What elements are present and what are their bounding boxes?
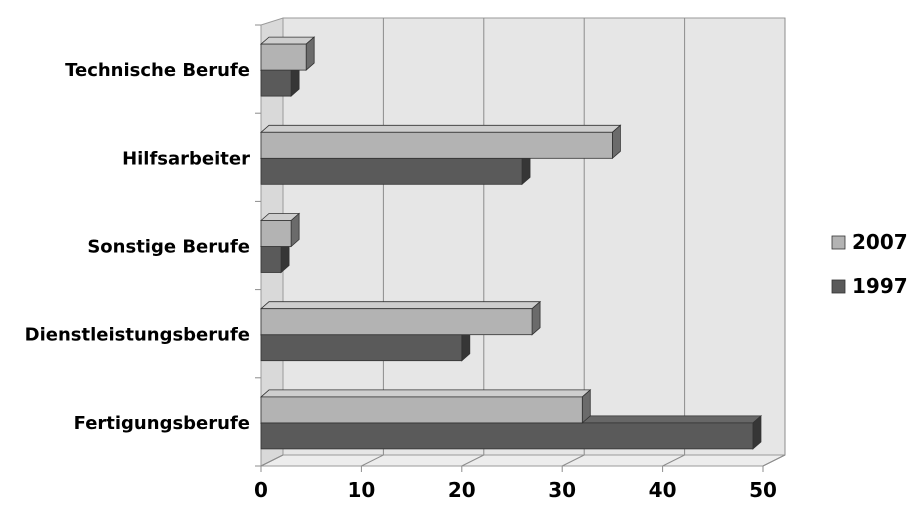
bar-front-face	[260, 308, 533, 336]
x-tick-label: 20	[448, 478, 476, 502]
category-label: Dienstleistungsberufe	[25, 325, 250, 346]
bar-2007	[259, 36, 316, 71]
legend-swatch	[831, 235, 846, 250]
floor-gridline	[762, 454, 786, 467]
bar-front-face	[260, 131, 613, 159]
legend-label: 2007	[852, 230, 908, 254]
bar-top-face	[259, 389, 592, 398]
bar-front-face	[260, 43, 307, 71]
category-label: Fertigungsberufe	[74, 413, 250, 434]
floor-gridline	[662, 454, 685, 467]
bar-top-face	[259, 124, 622, 133]
back-wall	[282, 17, 786, 456]
x-tick-label: 30	[548, 478, 576, 502]
legend-label: 1997	[852, 274, 908, 298]
x-tick-label: 10	[347, 478, 375, 502]
bar-front-face	[260, 334, 463, 362]
x-tick-label: 50	[749, 478, 777, 502]
bar-2007	[259, 389, 592, 424]
floor-gridline	[561, 454, 585, 467]
bar-front-face	[260, 396, 583, 424]
legend-swatch	[831, 279, 846, 294]
floor-gridline	[260, 454, 284, 467]
category-label: Sonstige Berufe	[87, 237, 250, 258]
bar-front-face	[260, 157, 523, 185]
bar-2007	[259, 124, 622, 160]
x-tick-labels: 0 10 20 30 40 50	[254, 478, 777, 502]
gridlines	[255, 18, 786, 472]
bar-top-face	[259, 36, 316, 45]
bar-front-face	[260, 220, 292, 247]
category-label: Hilfsarbeiter	[122, 148, 250, 169]
floor-gridline	[361, 454, 384, 467]
bar-1997	[259, 415, 763, 450]
bars	[259, 36, 763, 450]
bar-front-face	[260, 422, 754, 450]
bar-front-face	[260, 246, 282, 273]
bar-front-face	[260, 69, 292, 97]
bar-2007	[259, 300, 542, 336]
bar-top-face	[259, 301, 542, 310]
bar-2007	[259, 212, 301, 248]
floor-gridline	[461, 454, 485, 467]
category-label: Technische Berufe	[65, 60, 250, 81]
legend: 2007 1997	[831, 230, 908, 298]
category-labels: Fertigungsberufe Dienstleistungsberufe Son…	[25, 60, 250, 434]
floor	[260, 454, 786, 467]
x-tick-label: 40	[649, 478, 677, 502]
x-tick-label: 0	[254, 478, 268, 502]
